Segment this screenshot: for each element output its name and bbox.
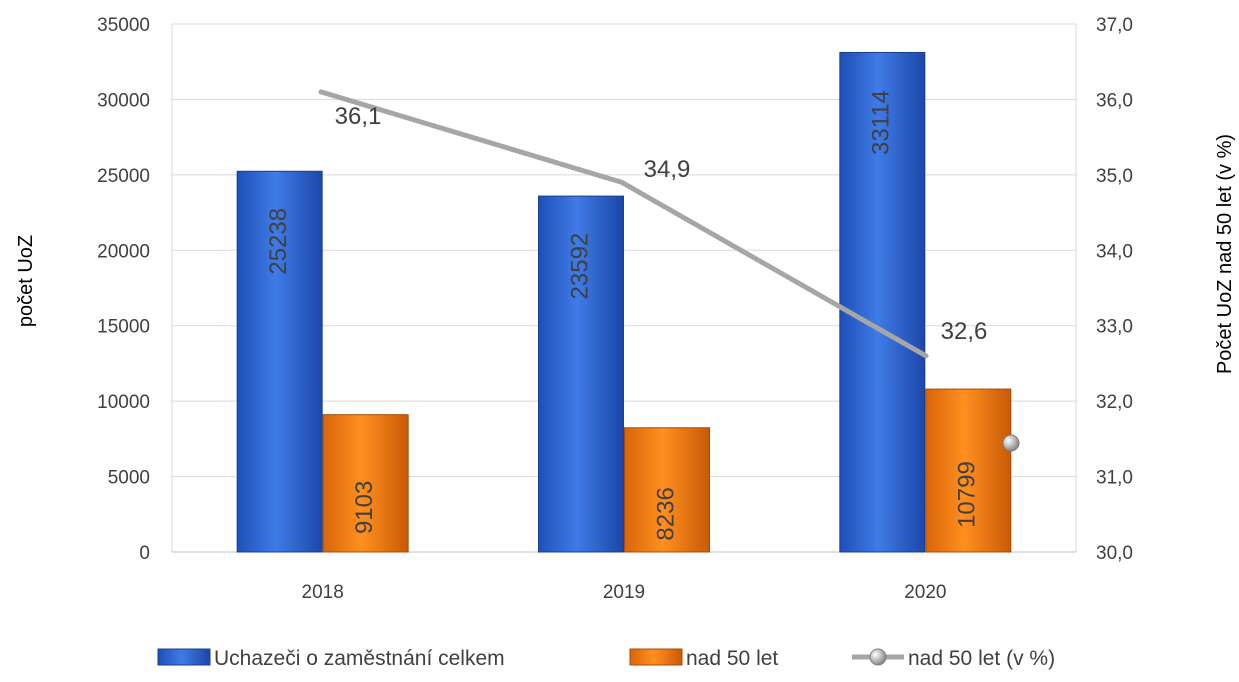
legend-swatch-over-50 <box>629 648 683 666</box>
bar-over-50-value-label: 8236 <box>652 487 679 540</box>
line-series <box>318 89 929 359</box>
legend-label-percent: nad 50 let (v %) <box>908 647 1055 670</box>
x-tick-label: 2019 <box>603 582 645 603</box>
bar-over-50-value-label: 9103 <box>351 481 378 534</box>
bar-total <box>538 195 624 553</box>
right-tick-label: 31,0 <box>1096 468 1133 489</box>
bar-total-value-label: 33114 <box>868 90 895 155</box>
left-tick-label: 15000 <box>97 317 150 338</box>
line-value-label: 34,9 <box>644 156 691 183</box>
legend-label-total: Uchazeči o zaměstnání celkem <box>214 647 505 670</box>
right-axis-ticks: 30,0 31,0 32,0 33,0 34,0 35,0 36,0 37,0 <box>1096 15 1133 564</box>
right-tick-label: 30,0 <box>1096 543 1133 564</box>
left-tick-label: 30000 <box>97 90 150 111</box>
legend-marker-percent <box>869 648 887 666</box>
bar-over-50 <box>322 414 409 553</box>
bar-total <box>839 51 926 553</box>
left-tick-label: 35000 <box>97 15 150 36</box>
right-tick-label: 32,0 <box>1096 392 1133 413</box>
left-tick-label: 0 <box>139 543 150 564</box>
line-marker <box>1002 434 1020 452</box>
right-tick-label: 37,0 <box>1096 15 1133 36</box>
left-tick-label: 25000 <box>97 166 150 187</box>
x-tick-label: 2020 <box>904 582 946 603</box>
right-tick-label: 36,0 <box>1096 90 1133 111</box>
line-series-group <box>318 89 1020 452</box>
right-tick-label: 34,0 <box>1096 241 1133 262</box>
left-tick-label: 20000 <box>97 241 150 262</box>
x-tick-label: 2018 <box>302 582 344 603</box>
bar-over-50-value-label: 10799 <box>954 461 981 528</box>
bar-total-value-label: 25238 <box>265 208 292 275</box>
bar-total-value-label: 23592 <box>566 233 593 300</box>
right-axis-title: Počet UoZ nad 50 let (v %) <box>1214 134 1236 374</box>
legend-label-over-50: nad 50 let <box>686 647 778 670</box>
left-axis-title: počet UoZ <box>15 235 37 327</box>
line-value-label: 32,6 <box>941 318 988 345</box>
legend-swatch-total <box>157 648 211 666</box>
line-value-label: 36,1 <box>335 103 382 130</box>
data-labels: 25238 9103 23592 8236 33114 10799 36,1 34,9 32,6 <box>265 90 987 541</box>
left-tick-label: 5000 <box>108 468 150 489</box>
bar-total <box>236 170 323 553</box>
bars-group <box>236 51 1012 553</box>
x-axis-ticks: 2018 2019 2020 <box>302 582 947 603</box>
left-tick-label: 10000 <box>97 392 150 413</box>
bar-over-50 <box>925 388 1012 553</box>
right-tick-label: 35,0 <box>1096 166 1133 187</box>
bar-over-50 <box>624 427 710 553</box>
left-axis-ticks: 0 5000 10000 15000 20000 25000 30000 35000 <box>97 15 150 564</box>
legend: Uchazeči o zaměstnání celkem nad 50 let na… <box>157 647 1055 670</box>
right-tick-label: 33,0 <box>1096 317 1133 338</box>
